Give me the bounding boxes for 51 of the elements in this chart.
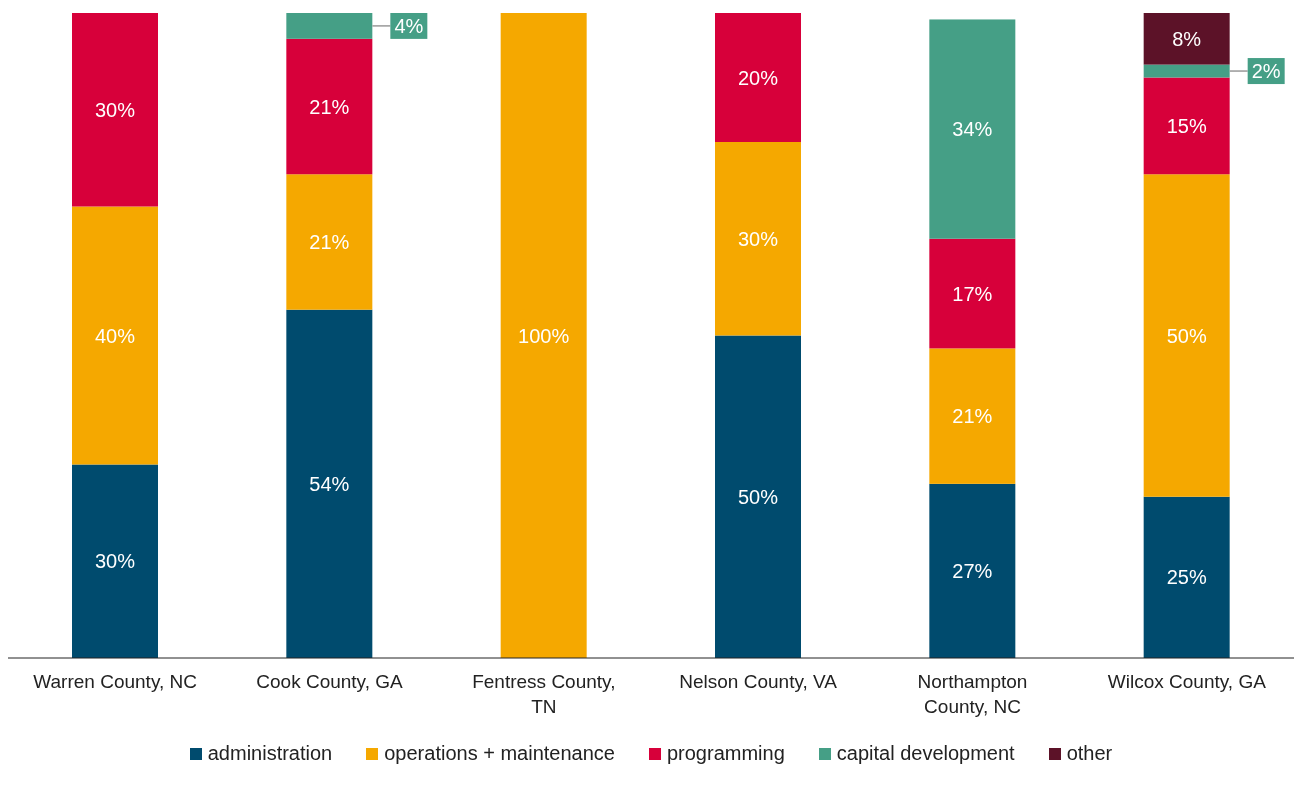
- bar: [715, 335, 801, 658]
- bar: [929, 348, 1016, 484]
- data-label: 54%: [309, 472, 350, 495]
- data-label: 30%: [94, 98, 136, 121]
- bar: [500, 13, 587, 658]
- data-label: 21%: [309, 95, 350, 118]
- x-tick-label: Fentress County, TN: [472, 671, 616, 717]
- data-label: 8%: [1172, 27, 1202, 50]
- data-label: 2%: [1251, 60, 1281, 83]
- data-label: 25%: [1166, 566, 1207, 589]
- legend-label: administration: [207, 742, 333, 765]
- data-label: 15%: [1166, 114, 1207, 137]
- data-label: 21%: [952, 405, 993, 428]
- bar: [1143, 13, 1230, 65]
- bar: [72, 464, 158, 658]
- data-label: 50%: [737, 485, 779, 508]
- data-label: 21%: [309, 230, 350, 253]
- bar: [286, 13, 373, 39]
- x-tick-label: Wilcox County, GA: [1107, 671, 1267, 692]
- bar: [929, 19, 1016, 239]
- bar: [286, 309, 373, 658]
- bar: [286, 174, 373, 310]
- bar: [929, 238, 1016, 349]
- bar: [929, 483, 1016, 658]
- x-tick-label: Warren County, NC: [33, 671, 197, 692]
- data-label: 30%: [737, 227, 779, 250]
- legend-label: capital development: [836, 742, 1015, 765]
- bar: [72, 13, 158, 207]
- bar: [1143, 496, 1230, 658]
- bar: [715, 13, 801, 142]
- data-label: 40%: [94, 324, 136, 347]
- bar: [286, 38, 373, 175]
- legend-label: other: [1066, 742, 1113, 765]
- legend-label: operations + maintenance: [384, 742, 615, 765]
- x-tick-label: Northampton County, NC: [917, 671, 1028, 717]
- bar: [1143, 77, 1230, 175]
- data-label: 100%: [518, 324, 570, 347]
- bar: [715, 142, 801, 336]
- legend-label: programming: [666, 742, 785, 765]
- data-label: 17%: [952, 282, 993, 305]
- bar: [72, 206, 158, 465]
- bar: [1143, 174, 1230, 497]
- bar: [1143, 64, 1230, 78]
- x-tick-label: Nelson County, VA: [679, 671, 838, 692]
- data-label: 20%: [737, 66, 779, 89]
- x-tick-label: Cook County, GA: [256, 671, 404, 692]
- data-label: 4%: [394, 14, 424, 37]
- data-label: 34%: [952, 118, 993, 141]
- data-label: 27%: [952, 559, 993, 582]
- data-label: 30%: [94, 550, 136, 573]
- data-label: 50%: [1166, 324, 1207, 347]
